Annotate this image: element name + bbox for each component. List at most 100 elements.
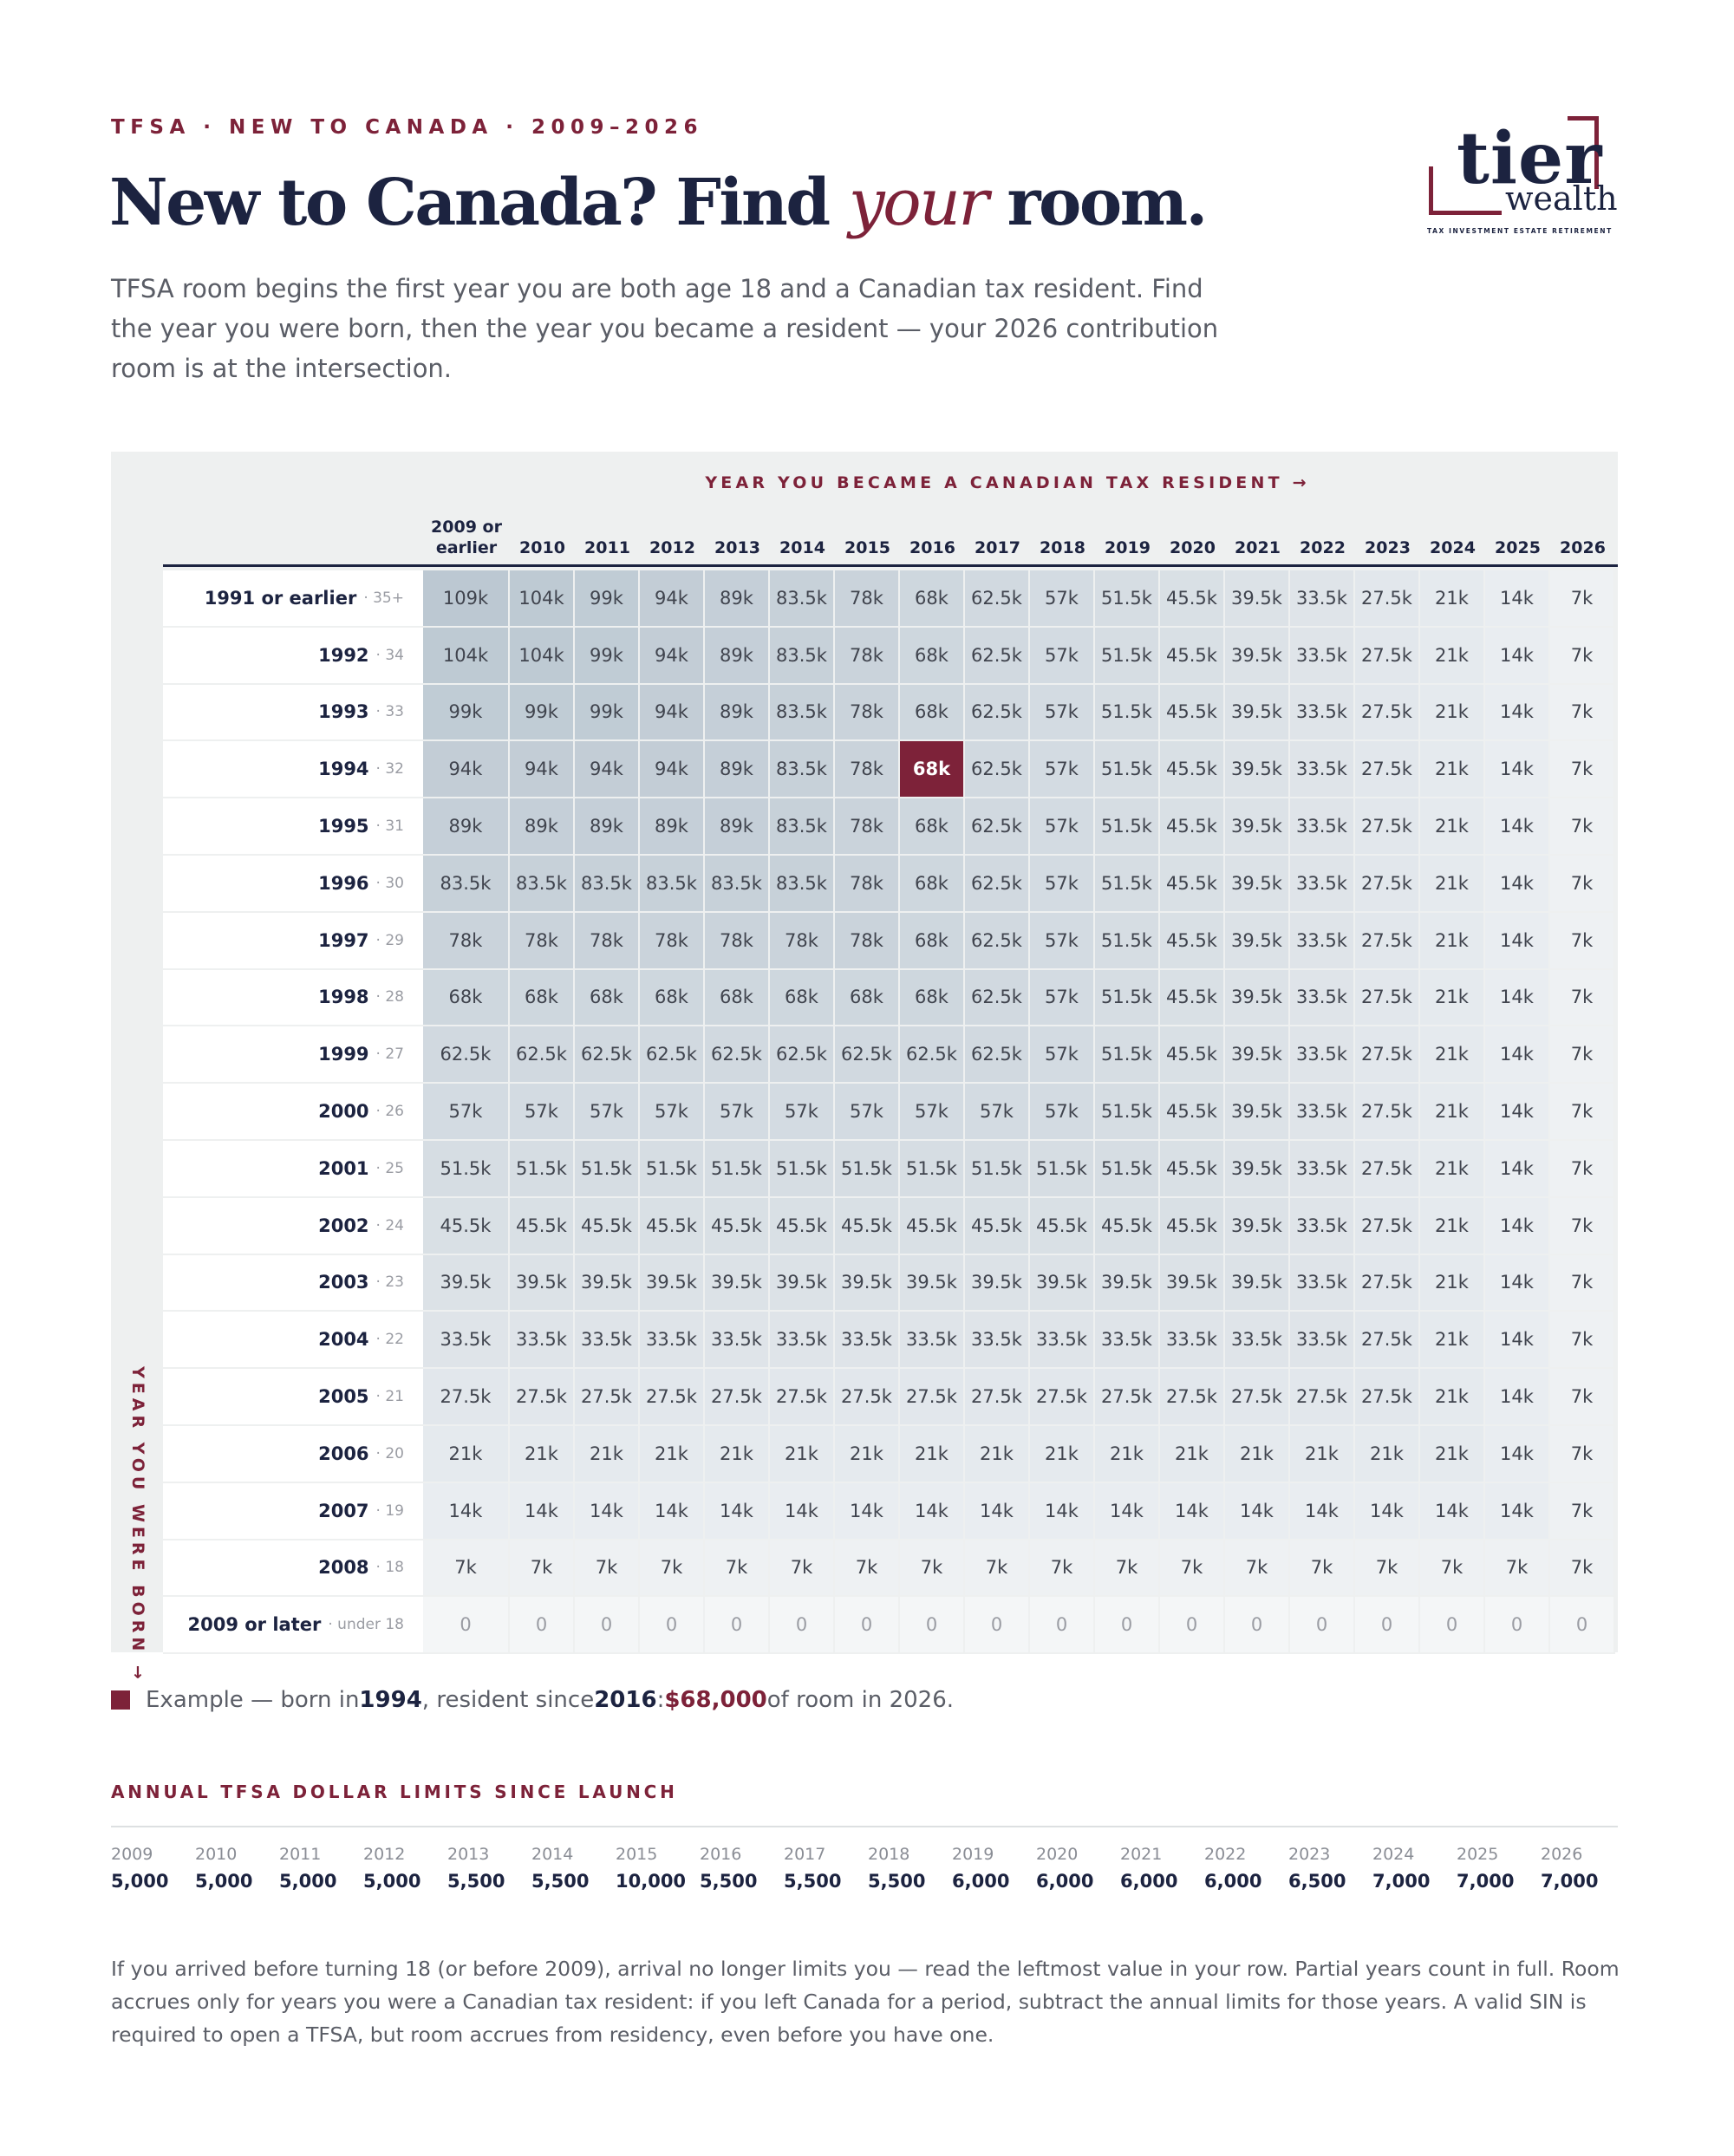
room-cell: 0 [1355, 1597, 1420, 1655]
room-cell: 0 [965, 1597, 1030, 1655]
room-cell: 7k [965, 1540, 1030, 1598]
room-cell: 39.5k [705, 1254, 770, 1312]
room-cell: 45.5k [705, 1197, 770, 1255]
room-cell: 7k [1160, 1540, 1225, 1598]
column-header: 2017 [975, 538, 1020, 557]
side-axis-label-text: YEAR YOU WERE BORN → [128, 1366, 147, 1684]
annual-limit: 2016 5,500 [700, 1845, 784, 1892]
room-cell: 0 [1290, 1597, 1355, 1655]
annual-limit: 2026 7,000 [1541, 1845, 1625, 1892]
room-cell: 21k [1420, 855, 1485, 913]
room-cell: 51.5k [1095, 969, 1160, 1027]
annual-limit: 2019 6,000 [952, 1845, 1036, 1892]
annual-limit: 2009 5,000 [111, 1845, 195, 1892]
room-cell: 45.5k [510, 1197, 575, 1255]
age-2026: · 29 [375, 931, 404, 949]
room-cell: 78k [835, 798, 900, 856]
room-cell: 21k [1225, 1425, 1290, 1483]
footnote: If you arrived before turning 18 (or bef… [111, 1957, 1620, 2047]
table-row: 1995 · 31 89k 89k 89k 89k 89k 83.5k 78k 68k 62.5k 5… [163, 798, 1618, 856]
room-cell: 45.5k [965, 1197, 1030, 1255]
room-cell: 51.5k [1095, 1084, 1160, 1141]
room-cell: 7k [1290, 1540, 1355, 1598]
limit-value: 5,500 [531, 1871, 590, 1892]
row-label: 2008 · 18 [163, 1540, 423, 1598]
room-cell: 39.5k [1225, 1197, 1290, 1255]
room-grid: 1991 or earlier · 35+ 109k 104k 99k 94k 89k 83.… [163, 570, 1618, 1655]
room-cell: 0 [423, 1597, 510, 1655]
room-cell: 7k [1550, 1026, 1615, 1085]
room-cell: 14k [1485, 1140, 1550, 1198]
room-cell: 21k [705, 1425, 770, 1483]
birth-year: 1994 [318, 759, 369, 780]
room-cell: 94k [423, 741, 510, 799]
room-cell: 33.5k [1290, 1254, 1355, 1312]
header-rule [163, 564, 1618, 567]
room-cell: 0 [510, 1597, 575, 1655]
room-cell: 45.5k [1160, 1026, 1225, 1085]
column-header: 2025 [1495, 538, 1541, 557]
birth-year: 2003 [318, 1272, 369, 1293]
row-label: 1999 · 27 [163, 1026, 423, 1085]
table-row: 2005 · 21 27.5k 27.5k 27.5k 27.5k 27.5k 27.5k 27… [163, 1369, 1618, 1426]
room-cell: 78k [835, 684, 900, 742]
room-cell: 33.5k [1225, 1312, 1290, 1370]
legend-swatch [111, 1690, 130, 1710]
room-cell: 68k [640, 969, 705, 1027]
room-cell: 33.5k [423, 1312, 510, 1370]
room-cell: 78k [423, 912, 510, 970]
limit-year: 2026 [1541, 1845, 1583, 1864]
room-cell: 68k [900, 627, 965, 685]
room-cell: 0 [1225, 1597, 1290, 1655]
room-cell: 14k [1485, 741, 1550, 799]
birth-year: 1999 [318, 1044, 369, 1065]
table-row: 1992 · 34 104k 104k 99k 94k 89k 83.5k 78k 68k 62.5… [163, 627, 1618, 685]
room-cell: 33.5k [1030, 1312, 1095, 1370]
room-cell: 27.5k [575, 1369, 640, 1426]
room-cell: 21k [1095, 1425, 1160, 1483]
room-cell: 89k [640, 798, 705, 856]
birth-year: 1993 [318, 701, 369, 723]
legend-resident-year: 2016 [594, 1687, 657, 1713]
table-row: 2009 or later · under 18 0 0 0 0 0 0 0 0 0 0 0 0 0 0 0 0 0… [163, 1597, 1618, 1655]
room-cell: 7k [770, 1540, 835, 1598]
room-cell: 14k [770, 1482, 835, 1540]
room-cell: 7k [1550, 1482, 1615, 1540]
room-cell: 14k [1485, 1197, 1550, 1255]
room-cell: 33.5k [770, 1312, 835, 1370]
room-cell: 21k [1420, 1312, 1485, 1370]
row-label: 2002 · 24 [163, 1197, 423, 1255]
row-label: 1994 · 32 [163, 741, 423, 799]
room-cell: 0 [770, 1597, 835, 1655]
room-cell: 14k [1485, 798, 1550, 856]
room-cell: 51.5k [835, 1140, 900, 1198]
row-label: 2007 · 19 [163, 1482, 423, 1540]
limit-value: 5,500 [868, 1871, 926, 1892]
limits-title: ANNUAL TFSA DOLLAR LIMITS SINCE LAUNCH [111, 1781, 678, 1802]
room-cell: 83.5k [510, 855, 575, 913]
room-cell: 14k [1485, 855, 1550, 913]
room-cell: 45.5k [1160, 1197, 1225, 1255]
limits-list: 2009 5,000 2010 5,000 2011 5,000 2012 5,000 2013… [111, 1845, 1625, 1892]
column-header: 2019 [1105, 538, 1151, 557]
room-cell: 0 [900, 1597, 965, 1655]
room-cell: 51.5k [1095, 798, 1160, 856]
room-cell: 68k [900, 855, 965, 913]
room-cell: 45.5k [423, 1197, 510, 1255]
row-label: 1997 · 29 [163, 912, 423, 970]
room-cell: 21k [1420, 1369, 1485, 1426]
table-row: 2000 · 26 57k 57k 57k 57k 57k 57k 57k 57k 57k 57k 51… [163, 1084, 1618, 1141]
limit-year: 2010 [195, 1845, 238, 1864]
limit-value: 5,000 [195, 1871, 253, 1892]
room-cell: 62.5k [835, 1026, 900, 1085]
title-emphasis: your [848, 166, 989, 240]
room-cell: 51.5k [1095, 855, 1160, 913]
room-cell: 62.5k [965, 798, 1030, 856]
room-cell: 39.5k [1225, 969, 1290, 1027]
room-cell: 94k [640, 684, 705, 742]
room-cell: 33.5k [1290, 912, 1355, 970]
limit-year: 2024 [1372, 1845, 1415, 1864]
room-cell: 57k [1030, 1026, 1095, 1085]
row-label: 1998 · 28 [163, 969, 423, 1027]
limit-year: 2017 [784, 1845, 826, 1864]
